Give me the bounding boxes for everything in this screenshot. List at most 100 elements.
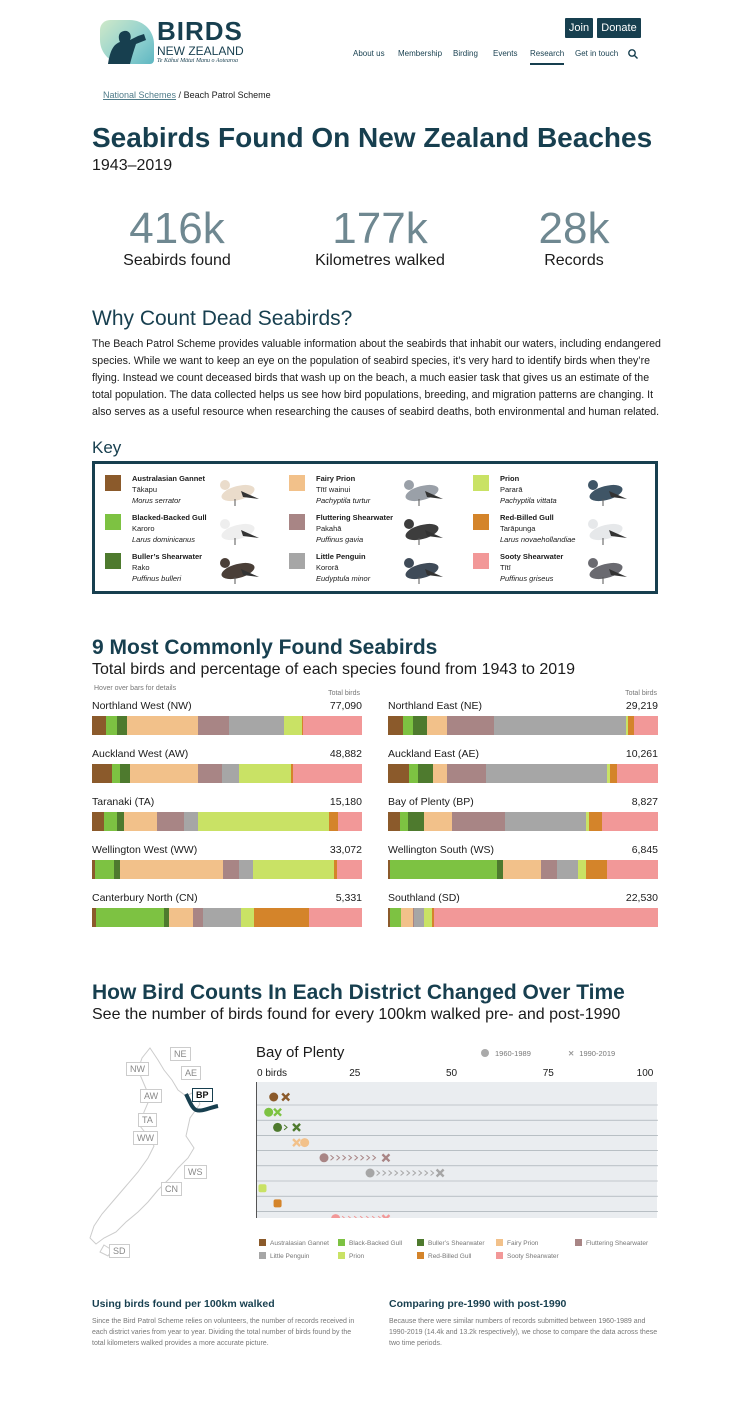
bar-segment[interactable] xyxy=(198,764,222,783)
nav-get-in-touch[interactable]: Get in touch xyxy=(575,49,619,58)
bar-segment[interactable] xyxy=(388,716,404,735)
bar-segment[interactable] xyxy=(400,908,402,927)
bar-segment[interactable] xyxy=(106,716,118,735)
bar-segment[interactable] xyxy=(577,860,587,879)
bar-segment[interactable] xyxy=(113,860,120,879)
bar-segment[interactable] xyxy=(390,860,497,879)
search-icon[interactable] xyxy=(628,49,638,59)
bar-segment[interactable] xyxy=(117,716,127,735)
bar-segment[interactable] xyxy=(427,716,447,735)
nav-events[interactable]: Events xyxy=(493,49,518,58)
bar-segment[interactable] xyxy=(124,812,158,831)
bar-segment[interactable] xyxy=(197,812,330,831)
bar-segment[interactable] xyxy=(197,716,229,735)
bar-segment[interactable] xyxy=(338,812,362,831)
bar-segment[interactable] xyxy=(627,716,635,735)
bar-segment[interactable] xyxy=(95,860,114,879)
bar-segment[interactable] xyxy=(493,716,626,735)
district-bar[interactable] xyxy=(92,812,362,831)
bar-segment[interactable] xyxy=(126,716,198,735)
bar-segment[interactable] xyxy=(451,812,505,831)
district-bar[interactable] xyxy=(388,716,658,735)
bar-segment[interactable] xyxy=(103,812,118,831)
district-bar[interactable] xyxy=(92,764,362,783)
bar-segment[interactable] xyxy=(399,812,409,831)
bar-segment[interactable] xyxy=(586,812,589,831)
bar-segment[interactable] xyxy=(157,812,184,831)
district-bar[interactable] xyxy=(92,716,362,735)
map-district-cn[interactable]: CN xyxy=(161,1182,182,1196)
bar-segment[interactable] xyxy=(290,764,293,783)
bar-segment[interactable] xyxy=(434,908,658,927)
bar-segment[interactable] xyxy=(414,908,424,927)
nav-membership[interactable]: Membership xyxy=(398,49,443,58)
bar-segment[interactable] xyxy=(96,908,164,927)
bar-segment[interactable] xyxy=(413,716,428,735)
nav-birding[interactable]: Birding xyxy=(453,49,478,58)
bar-segment[interactable] xyxy=(119,860,223,879)
map-district-ne[interactable]: NE xyxy=(170,1047,191,1061)
bar-segment[interactable] xyxy=(238,764,291,783)
district-bar[interactable] xyxy=(92,908,362,927)
bar-segment[interactable] xyxy=(111,764,121,783)
bar-segment[interactable] xyxy=(301,716,304,735)
bar-segment[interactable] xyxy=(92,908,97,927)
bar-segment[interactable] xyxy=(601,812,658,831)
bar-segment[interactable] xyxy=(423,812,452,831)
bar-segment[interactable] xyxy=(193,908,204,927)
bar-segment[interactable] xyxy=(92,812,104,831)
bar-segment[interactable] xyxy=(92,716,107,735)
bar-segment[interactable] xyxy=(117,812,125,831)
bar-segment[interactable] xyxy=(609,764,617,783)
map-district-ta[interactable]: TA xyxy=(138,1113,157,1127)
bar-segment[interactable] xyxy=(183,812,198,831)
map-district-nw[interactable]: NW xyxy=(126,1062,149,1076)
bar-segment[interactable] xyxy=(504,812,587,831)
bar-segment[interactable] xyxy=(389,908,401,927)
bar-segment[interactable] xyxy=(418,764,433,783)
map-district-ae[interactable]: AE xyxy=(181,1066,202,1080)
bar-segment[interactable] xyxy=(409,764,419,783)
map-district-ww[interactable]: WW xyxy=(133,1131,158,1145)
district-bar[interactable] xyxy=(388,812,658,831)
bar-segment[interactable] xyxy=(401,908,413,927)
district-bar[interactable] xyxy=(388,764,658,783)
bar-segment[interactable] xyxy=(169,908,194,927)
map-district-aw[interactable]: AW xyxy=(140,1089,163,1103)
bar-segment[interactable] xyxy=(388,908,390,927)
donate-button[interactable]: Donate xyxy=(597,18,641,38)
bar-segment[interactable] xyxy=(333,860,337,879)
bar-segment[interactable] xyxy=(616,764,658,783)
bar-segment[interactable] xyxy=(408,812,424,831)
bar-segment[interactable] xyxy=(634,716,658,735)
bar-segment[interactable] xyxy=(412,908,415,927)
bar-segment[interactable] xyxy=(485,764,607,783)
bar-segment[interactable] xyxy=(556,860,578,879)
bar-segment[interactable] xyxy=(588,812,602,831)
bar-segment[interactable] xyxy=(388,860,391,879)
join-button[interactable]: Join xyxy=(565,18,593,38)
bar-segment[interactable] xyxy=(203,908,242,927)
bar-segment[interactable] xyxy=(586,860,607,879)
bar-segment[interactable] xyxy=(239,860,253,879)
bar-segment[interactable] xyxy=(92,764,112,783)
bar-segment[interactable] xyxy=(432,764,447,783)
bar-segment[interactable] xyxy=(496,860,504,879)
bar-segment[interactable] xyxy=(222,860,240,879)
logo[interactable]: BIRDS NEW ZEALAND Te Kāhui Mātai Manu o … xyxy=(100,16,250,66)
nav-about-us[interactable]: About us xyxy=(353,49,385,58)
district-bar[interactable] xyxy=(388,860,658,879)
bar-segment[interactable] xyxy=(329,812,339,831)
bar-segment[interactable] xyxy=(432,908,435,927)
bar-segment[interactable] xyxy=(241,908,254,927)
bar-segment[interactable] xyxy=(228,716,285,735)
bar-segment[interactable] xyxy=(606,860,658,879)
bar-segment[interactable] xyxy=(120,764,130,783)
bar-segment[interactable] xyxy=(503,860,542,879)
district-bar[interactable] xyxy=(388,908,658,927)
map-district-ws[interactable]: WS xyxy=(184,1165,207,1179)
map-district-sd[interactable]: SD xyxy=(109,1244,130,1258)
bar-segment[interactable] xyxy=(284,716,302,735)
dotplot-area[interactable] xyxy=(256,1082,658,1227)
bar-segment[interactable] xyxy=(221,764,239,783)
